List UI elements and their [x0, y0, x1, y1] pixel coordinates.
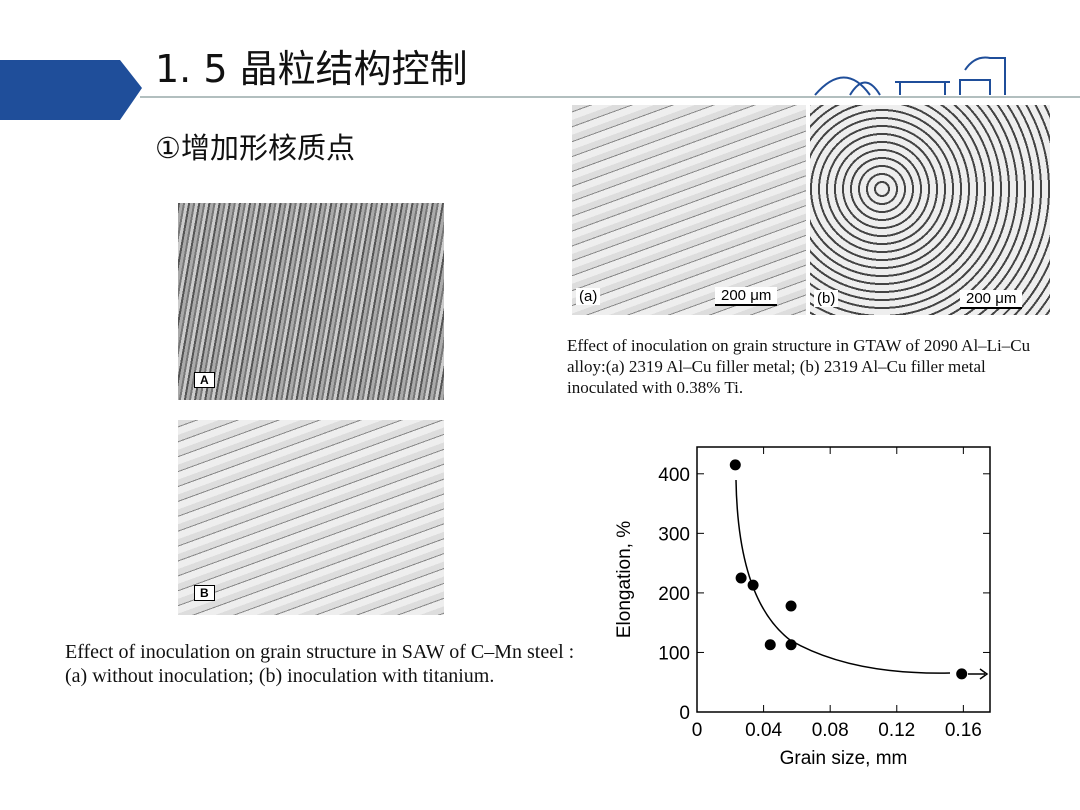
plot-frame [696, 446, 991, 713]
x-tick-label: 0 [692, 720, 703, 741]
y-tick-label: 400 [658, 465, 690, 486]
panel-label: (b) [814, 290, 839, 307]
panel-label: A [194, 372, 215, 388]
point [785, 639, 797, 651]
arrow [968, 668, 989, 680]
title: 1. 5 晶粒结构控制 [155, 47, 468, 91]
scale-bar: 200 μm [960, 290, 1023, 309]
y-tick-label: 0 [679, 703, 690, 724]
photo-b [178, 420, 444, 615]
caption: Effect of inoculation on grain structure… [567, 336, 1031, 397]
photo-b [810, 105, 1050, 315]
x-tick-label: 0.04 [745, 720, 782, 741]
point [729, 459, 741, 471]
point [956, 668, 968, 680]
y-axis-label: Elongation, % [614, 521, 635, 638]
x-tick-label: 0.08 [812, 720, 849, 741]
point [735, 572, 747, 584]
panel-label: B [194, 585, 215, 601]
x-tick-label: 0.12 [878, 720, 915, 741]
y-tick-label: 300 [658, 524, 690, 545]
point [764, 639, 776, 651]
scale-bar: 200 μm [715, 287, 778, 306]
photo-a [178, 203, 444, 400]
x-axis-label: Grain size, mm [780, 748, 908, 769]
subtitle: ①增加形核质点 [155, 131, 355, 165]
panel-label: (a) [576, 288, 601, 305]
header-decor [0, 56, 1080, 120]
y-tick-label: 200 [658, 584, 690, 605]
y-tick-label: 100 [658, 643, 690, 664]
photo-a [572, 105, 806, 315]
x-tick-label: 0.16 [945, 720, 982, 741]
caption: Effect of inoculation on grain structure… [65, 641, 575, 687]
point [747, 579, 759, 591]
point [785, 600, 797, 612]
